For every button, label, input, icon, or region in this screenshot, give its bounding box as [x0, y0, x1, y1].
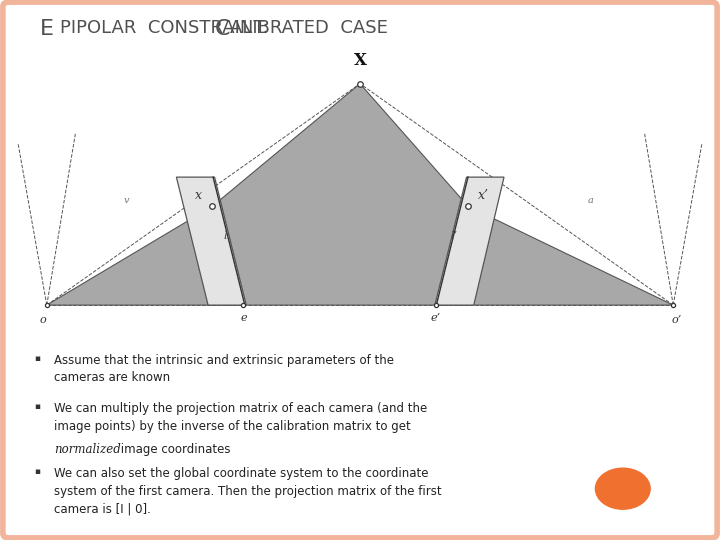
Polygon shape [47, 206, 243, 305]
Text: E: E [40, 19, 53, 39]
Text: v: v [123, 197, 129, 205]
Text: PIPOLAR  CONSTRAINT:: PIPOLAR CONSTRAINT: [60, 19, 274, 37]
Text: x: x [195, 189, 202, 202]
Text: image coordinates: image coordinates [117, 443, 231, 456]
Text: ▪: ▪ [35, 467, 41, 476]
Text: l’: l’ [451, 231, 458, 241]
Text: o: o [40, 315, 47, 325]
Polygon shape [176, 177, 246, 305]
Text: Assume that the intrinsic and extrinsic parameters of the
cameras are known: Assume that the intrinsic and extrinsic … [54, 354, 394, 384]
Text: e’: e’ [431, 313, 441, 323]
Text: x’: x’ [478, 189, 489, 202]
Text: X: X [354, 52, 366, 69]
Text: e: e [240, 313, 247, 323]
Text: We can multiply the projection matrix of each camera (and the
image points) by t: We can multiply the projection matrix of… [54, 402, 427, 450]
Text: a: a [588, 197, 593, 205]
Text: ▪: ▪ [35, 402, 41, 411]
Text: o’: o’ [672, 315, 682, 325]
Text: normalized: normalized [54, 443, 121, 456]
Text: l: l [223, 231, 227, 241]
Text: ALIBRATED  CASE: ALIBRATED CASE [230, 19, 388, 37]
Polygon shape [435, 177, 504, 305]
Text: ▪: ▪ [35, 354, 41, 363]
Text: C: C [215, 19, 230, 39]
Circle shape [595, 468, 650, 509]
Text: We can also set the global coordinate system to the coordinate
system of the fir: We can also set the global coordinate sy… [54, 467, 441, 515]
Polygon shape [436, 206, 673, 305]
Polygon shape [212, 84, 468, 305]
